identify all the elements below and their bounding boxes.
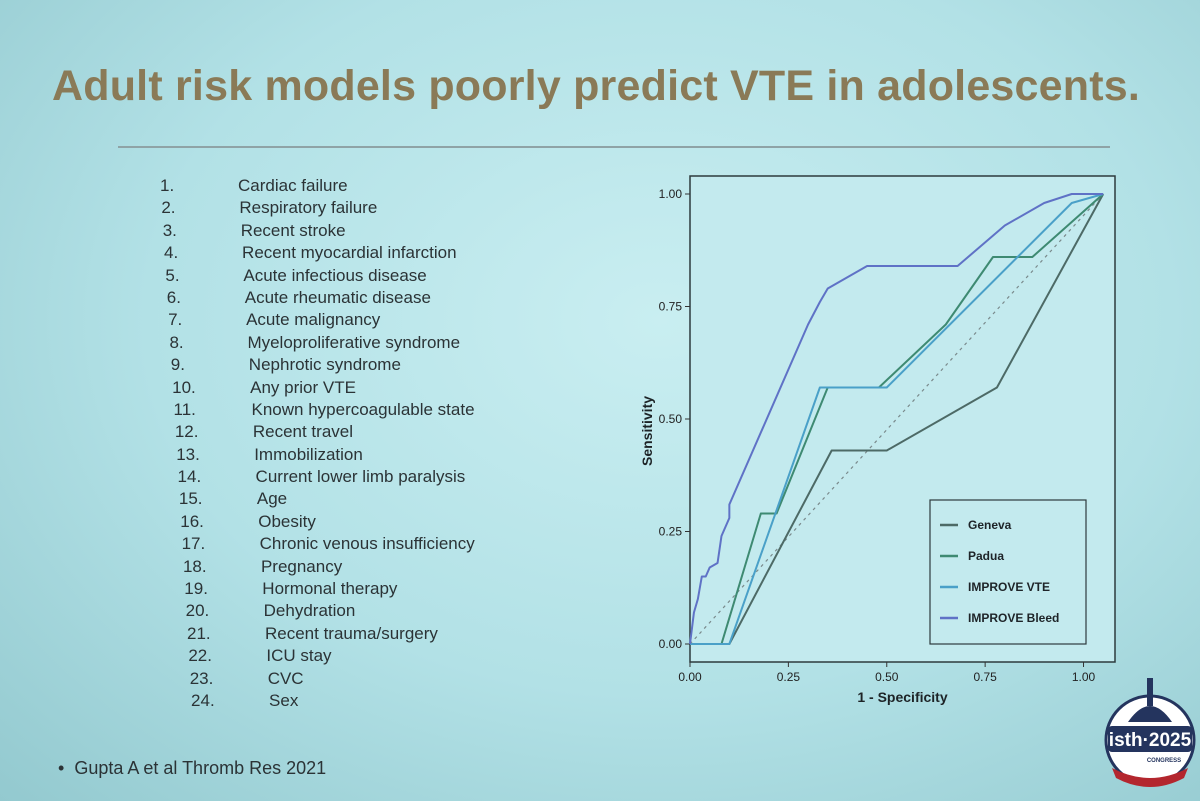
risk-factor-number: 16. (180, 511, 204, 531)
risk-factor-label: Chronic venous insufficiency (259, 534, 475, 554)
risk-factor-label: Respiratory failure (239, 198, 378, 218)
legend-label: IMPROVE VTE (968, 580, 1050, 594)
y-tick-label: 0.75 (659, 300, 683, 314)
risk-factor-label: Acute infectious disease (243, 265, 427, 285)
risk-factor-number: 12. (174, 422, 199, 442)
risk-factor-number: 9. (170, 355, 185, 375)
risk-factor-number: 18. (182, 556, 207, 576)
slide-title: Adult risk models poorly predict VTE in … (52, 62, 1141, 110)
risk-factor-number: 13. (176, 444, 200, 464)
logo-ribbon (1112, 768, 1188, 787)
risk-factor-label: Nephrotic syndrome (248, 355, 401, 375)
risk-factor-label: Acute malignancy (246, 310, 381, 330)
risk-factor-label: Recent stroke (240, 220, 346, 240)
title-divider (118, 146, 1110, 148)
y-tick-label: 0.00 (659, 637, 683, 651)
x-tick-label: 1.00 (1072, 670, 1096, 684)
logo-text-congress: CONGRESS (1147, 758, 1181, 764)
series-line-improve-vte (690, 193, 1104, 645)
risk-factor-number: 2. (161, 198, 176, 218)
bullet-icon: • (58, 758, 65, 778)
y-tick-label: 1.00 (659, 187, 683, 201)
risk-factor-number: 5. (165, 265, 180, 285)
risk-factor-number: 8. (169, 332, 184, 352)
risk-factor-number: 20. (185, 601, 210, 621)
risk-factor-number: 22. (188, 646, 212, 666)
risk-factor-label: ICU stay (266, 646, 332, 666)
y-axis-title: Sensitivity (639, 396, 655, 466)
risk-factor-number: 15. (178, 489, 203, 509)
risk-factor-label: Recent trauma/surgery (265, 623, 438, 643)
risk-factor-number: 10. (172, 377, 196, 397)
risk-factor-number: 23. (189, 668, 214, 688)
risk-factor-label: Acute rheumatic disease (244, 287, 431, 307)
legend-label: IMPROVE Bleed (968, 611, 1059, 625)
risk-factor-label: Dehydration (263, 601, 356, 621)
risk-factor-label: Myeloproliferative syndrome (247, 332, 461, 352)
x-axis-title: 1 - Specificity (857, 689, 947, 705)
citation-text: Gupta A et al Thromb Res 2021 (74, 758, 327, 778)
risk-factor-label: Any prior VTE (250, 377, 356, 397)
risk-factor-label: Recent travel (252, 422, 354, 442)
risk-factor-number: 4. (164, 243, 179, 263)
y-tick-label: 0.25 (659, 525, 683, 539)
legend-label: Padua (968, 549, 1004, 563)
risk-factor-number: 7. (168, 310, 183, 330)
risk-factor-label: Hormonal therapy (262, 579, 398, 599)
risk-factor-label: Immobilization (254, 444, 363, 464)
risk-factor-label: Sex (269, 690, 299, 710)
risk-factor-number: 17. (181, 534, 206, 554)
series-line-improve-bleed (689, 193, 1104, 645)
risk-factor-number: 1. (160, 176, 175, 195)
citation: • Gupta A et al Thromb Res 2021 (58, 758, 326, 779)
risk-factor-label: Cardiac failure (238, 176, 348, 195)
risk-factor-label: Obesity (258, 511, 316, 531)
logo-banner (1108, 726, 1192, 752)
risk-factor-number: 3. (162, 220, 177, 240)
risk-factor-number: 14. (177, 467, 202, 487)
logo-spire-icon (1147, 678, 1153, 706)
risk-factor-number: 6. (166, 287, 181, 307)
risk-factor-label: CVC (267, 668, 304, 688)
x-tick-label: 0.25 (777, 670, 801, 684)
risk-factor-label: Current lower limb paralysis (255, 467, 466, 487)
risk-factor-number: 24. (191, 690, 215, 710)
isth-2025-logo: isth·2025 CONGRESS (1104, 678, 1196, 787)
y-tick-label: 0.50 (659, 412, 683, 426)
risk-factor-number: 19. (184, 579, 208, 599)
legend-label: Geneva (968, 518, 1012, 532)
risk-factor-label: Age (256, 489, 288, 509)
risk-factor-label: Pregnancy (260, 556, 343, 576)
logo-text-isth: isth·2025 (1109, 730, 1192, 751)
risk-factor-number: 11. (173, 399, 196, 419)
x-tick-label: 0.50 (875, 670, 899, 684)
risk-factor-label: Recent myocardial infarction (242, 243, 457, 263)
risk-factor-number: 21. (187, 623, 211, 643)
risk-factor-label: Known hypercoagulable state (251, 399, 475, 419)
x-tick-label: 0.00 (678, 670, 702, 684)
logo-dome-icon (1128, 706, 1172, 722)
x-tick-label: 0.75 (973, 670, 997, 684)
